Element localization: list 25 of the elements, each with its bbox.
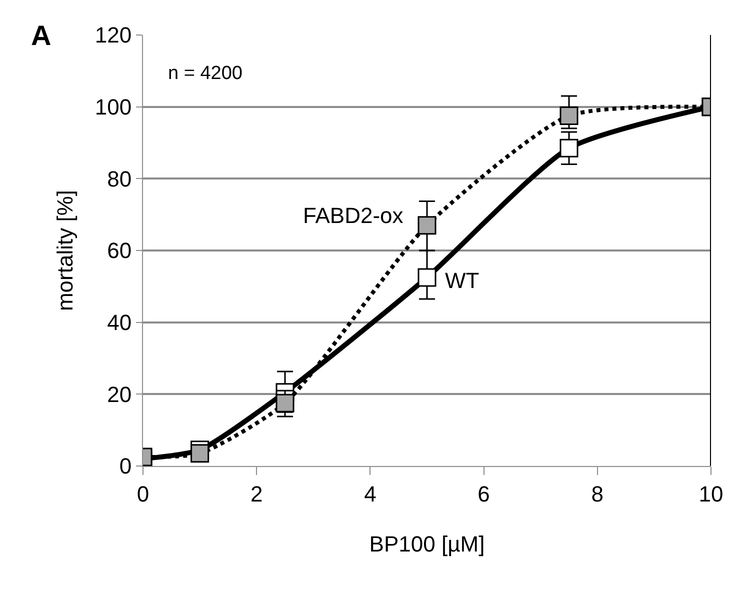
x-tick-label: 2 <box>250 481 263 506</box>
point <box>418 268 436 287</box>
y-tick-label: 120 <box>94 22 132 48</box>
series-label: WT <box>445 268 480 293</box>
text: A <box>31 20 52 51</box>
x-axis-title: BP100 [µM] <box>369 531 485 556</box>
point <box>418 216 436 235</box>
y-tick-label: 20 <box>107 382 132 407</box>
y-axis-title: mortality [%] <box>52 190 78 312</box>
series-label: FABD2-ox <box>303 203 404 228</box>
x-tick-label: 4 <box>364 481 376 506</box>
y-tick-label: 80 <box>107 166 132 192</box>
point <box>560 106 578 126</box>
x-tick-label: 6 <box>478 481 490 506</box>
y-tick-label: 40 <box>107 310 132 336</box>
y-tick-label: 100 <box>94 94 132 120</box>
point <box>560 138 578 158</box>
point <box>276 394 294 412</box>
x-tick-label: 0 <box>136 481 150 506</box>
x-tick-label: 8 <box>591 481 604 506</box>
y-tick-label: 60 <box>107 238 132 264</box>
annotation: n = 4200 <box>168 63 242 84</box>
y-tick-label: 0 <box>119 454 132 479</box>
point <box>190 444 210 463</box>
x-tick-label: 10 <box>698 481 724 506</box>
